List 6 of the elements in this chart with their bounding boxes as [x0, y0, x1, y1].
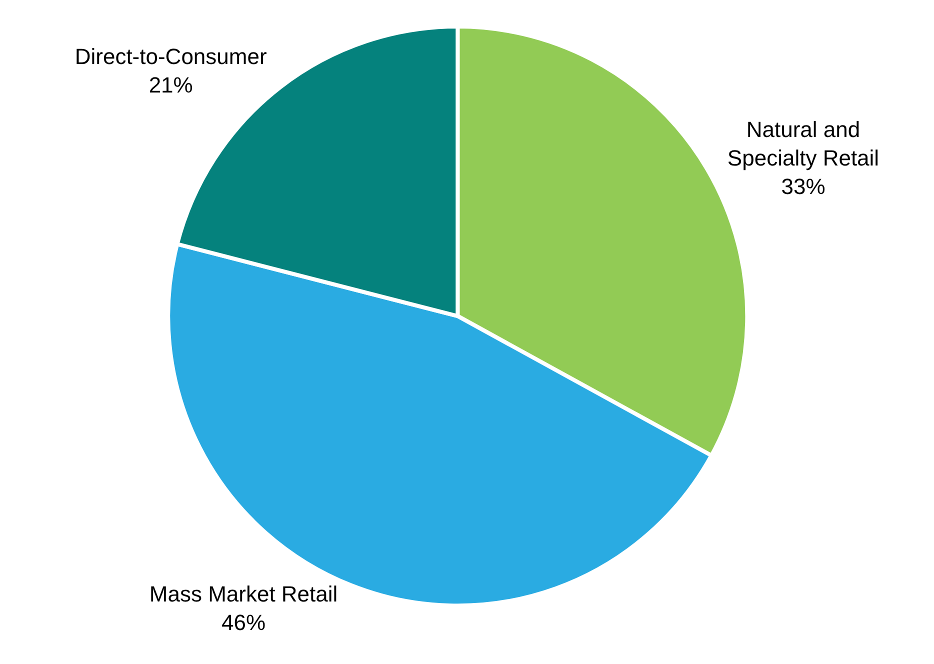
data-label: 46% — [222, 610, 266, 636]
slice-label: Direct-to-Consumer — [74, 44, 267, 69]
data-label: 21% — [148, 72, 193, 98]
slice-label: Mass Market Retail — [149, 582, 338, 607]
data-label: 33% — [781, 174, 826, 200]
slice-label: Natural and Specialty Retail — [727, 116, 880, 171]
